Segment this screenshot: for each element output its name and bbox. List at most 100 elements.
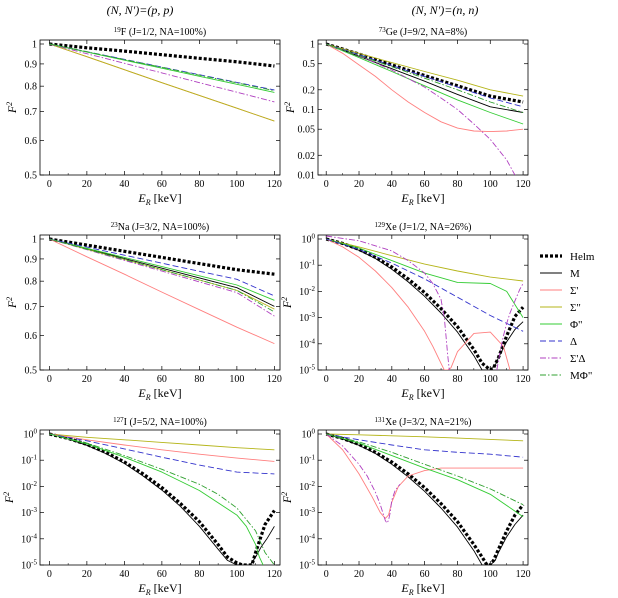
legend-label: Φ" bbox=[570, 319, 583, 331]
y-tick-label: 10-1 bbox=[299, 454, 315, 467]
x-tick-label: 0 bbox=[47, 374, 52, 385]
x-tick-label: 0 bbox=[324, 569, 329, 580]
y-tick-label: 0.5 bbox=[25, 171, 38, 182]
series-group bbox=[49, 432, 276, 565]
series-line-sigma1 bbox=[325, 43, 524, 133]
series-line-mphi bbox=[49, 433, 275, 565]
x-tick-label: 80 bbox=[194, 374, 204, 385]
series-line-helm bbox=[325, 432, 525, 565]
x-tick-label: 100 bbox=[229, 569, 244, 580]
y-tick-label: 10-3 bbox=[21, 506, 37, 519]
series-line-sigma1 bbox=[49, 238, 275, 345]
plot-frame bbox=[39, 39, 281, 176]
y-tick-label: 100 bbox=[302, 233, 316, 246]
x-tick-label: 0 bbox=[324, 374, 329, 385]
series-line-helm bbox=[49, 432, 276, 565]
x-tick-label: 120 bbox=[267, 179, 282, 190]
plot-frame bbox=[317, 234, 529, 371]
x-tick-label: 60 bbox=[157, 374, 167, 385]
series-line-sigma1 bbox=[326, 238, 511, 370]
x-tick-label: 20 bbox=[354, 374, 364, 385]
series-line-mphi bbox=[326, 43, 524, 113]
x-tick-label: 60 bbox=[420, 179, 430, 190]
x-tick-label: 100 bbox=[229, 179, 244, 190]
y-tick-label: 0.1 bbox=[303, 105, 316, 116]
plot-frame bbox=[39, 429, 281, 566]
x-tick-label: 0 bbox=[47, 179, 52, 190]
x-tick-label: 0 bbox=[47, 569, 52, 580]
series-line-sigma2 bbox=[326, 238, 524, 282]
series-line-m bbox=[326, 43, 524, 113]
x-tick-label: 20 bbox=[82, 179, 92, 190]
plot-frame bbox=[39, 234, 281, 371]
chart-panel: 0 20 40 60 80 100 120 100 10-1 10-2 10-3 10-4 10-5 12… bbox=[280, 221, 531, 402]
x-tick-label: 80 bbox=[452, 569, 462, 580]
x-tick-label: 80 bbox=[194, 569, 204, 580]
y-tick-label: 10-5 bbox=[21, 559, 37, 572]
legend-label: MΦ" bbox=[570, 370, 592, 382]
x-tick-label: 120 bbox=[516, 179, 531, 190]
series-line-delta bbox=[49, 433, 275, 475]
series-line-helm bbox=[49, 42, 275, 68]
y-tick-label: 0.5 bbox=[25, 366, 38, 377]
series-line-helm bbox=[325, 42, 524, 104]
series-line-sigma2 bbox=[326, 433, 524, 442]
series-line-delta bbox=[326, 433, 524, 458]
legend-label: Σ" bbox=[570, 302, 581, 314]
series-line-mphi bbox=[49, 43, 275, 92]
y-tick-label: 10-1 bbox=[21, 454, 37, 467]
x-axis-label: ER [keV] bbox=[137, 581, 181, 597]
series-line-sigmadelta bbox=[49, 43, 275, 103]
y-tick-label: 10-5 bbox=[299, 364, 315, 377]
legend-label: M bbox=[570, 268, 580, 280]
series-line-phi2 bbox=[49, 433, 264, 565]
y-tick-label: 10-1 bbox=[299, 259, 315, 272]
x-axis-label: ER [keV] bbox=[400, 581, 444, 597]
panel-title: 73Ge (J=9/2, NA=8%) bbox=[379, 26, 468, 38]
series-group bbox=[49, 237, 275, 345]
series-line-sigmadelta bbox=[326, 43, 516, 175]
chart-panel: 0 20 40 60 80 100 120 100 10-1 10-2 10-3 10-4 10-5 12… bbox=[2, 416, 282, 597]
y-tick-label: 0.6 bbox=[25, 331, 38, 342]
x-tick-label: 20 bbox=[82, 374, 92, 385]
y-tick-label: 0.8 bbox=[25, 82, 38, 93]
y-axis-label: F2 bbox=[5, 297, 19, 309]
y-tick-label: 10-3 bbox=[299, 506, 315, 519]
series-line-mphi bbox=[326, 433, 524, 506]
x-axis-label: ER [keV] bbox=[137, 191, 181, 207]
x-tick-label: 40 bbox=[387, 569, 397, 580]
plot-frame bbox=[317, 39, 529, 176]
series-line-helm bbox=[325, 237, 525, 370]
series-line-m bbox=[49, 433, 275, 565]
series-group bbox=[325, 432, 525, 565]
column-title-left: (N, N')=(p, p) bbox=[107, 3, 174, 17]
y-tick-label: 10-2 bbox=[21, 480, 37, 493]
series-group bbox=[49, 42, 275, 122]
series-line-sigma1 bbox=[325, 433, 524, 519]
x-tick-label: 120 bbox=[267, 374, 282, 385]
x-tick-label: 40 bbox=[119, 179, 129, 190]
x-tick-label: 120 bbox=[267, 569, 282, 580]
y-tick-label: 0.01 bbox=[298, 171, 316, 182]
series-line-delta bbox=[326, 238, 524, 332]
series-line-delta bbox=[326, 43, 524, 108]
y-tick-label: 0.7 bbox=[25, 302, 38, 313]
x-axis-label: ER [keV] bbox=[400, 191, 444, 207]
x-tick-label: 60 bbox=[420, 374, 430, 385]
chart-panel: 0 20 40 60 80 100 120 1 0.5 0.2 0.1 0.05 0.02 0.01 73G… bbox=[283, 26, 531, 207]
y-tick-label: 0.5 bbox=[303, 59, 316, 70]
panel-title: 19F (J=1/2, NA=100%) bbox=[114, 26, 206, 38]
x-tick-label: 20 bbox=[354, 569, 364, 580]
panel-title: 129Xe (J=1/2, NA=26%) bbox=[374, 221, 471, 233]
x-tick-label: 100 bbox=[483, 179, 498, 190]
y-tick-label: 0.9 bbox=[25, 59, 38, 70]
series-line-phi2 bbox=[326, 238, 524, 318]
x-tick-label: 60 bbox=[157, 179, 167, 190]
y-tick-label: 10-2 bbox=[299, 285, 315, 298]
series-line-sigma2 bbox=[326, 43, 524, 97]
x-tick-label: 100 bbox=[229, 374, 244, 385]
series-group bbox=[325, 235, 525, 370]
x-tick-label: 40 bbox=[387, 179, 397, 190]
